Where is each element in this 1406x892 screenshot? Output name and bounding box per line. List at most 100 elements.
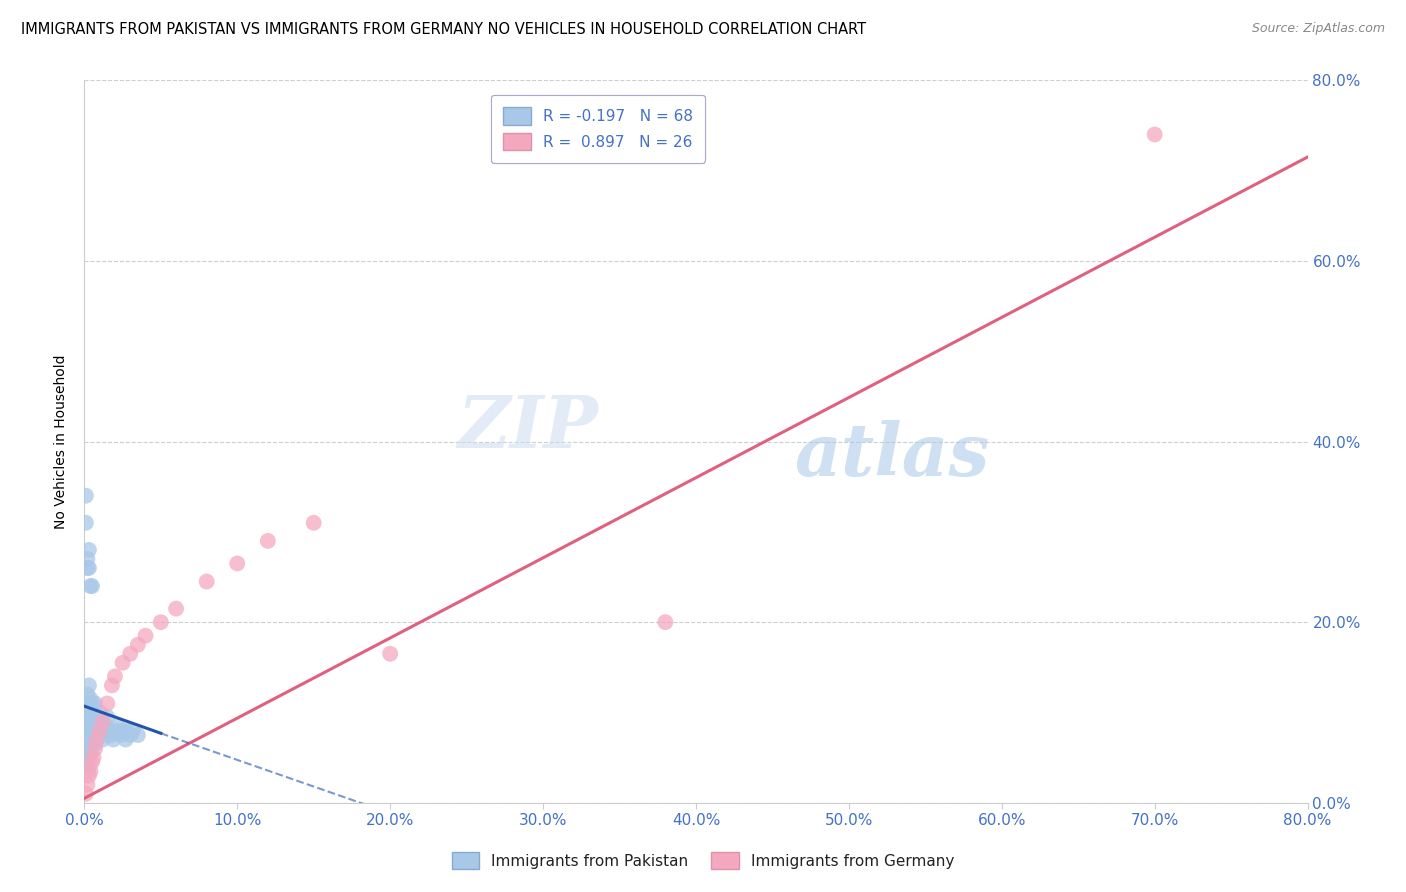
Point (75, 787, 97, 801)
Point (165, 601, 187, 615)
Point (75, 732, 97, 747)
Point (79, 732, 101, 747)
Point (83, 719, 105, 733)
Point (91, 714, 114, 729)
Text: atlas: atlas (794, 420, 988, 491)
Point (77, 542, 100, 557)
Point (89, 728, 111, 742)
Point (87, 728, 110, 742)
Point (89, 723, 111, 738)
Point (76, 778, 98, 792)
Point (77, 697, 100, 711)
Point (91, 714, 114, 729)
Point (75, 750, 97, 764)
Point (120, 728, 142, 742)
Point (127, 728, 149, 742)
Point (107, 719, 129, 733)
Point (79, 706, 101, 720)
Point (75, 741, 97, 756)
Point (77, 760, 100, 774)
Point (97, 723, 120, 738)
Point (80, 755, 103, 769)
Point (101, 728, 124, 742)
Point (86, 732, 108, 747)
Point (84, 741, 107, 756)
Text: IMMIGRANTS FROM PAKISTAN VS IMMIGRANTS FROM GERMANY NO VEHICLES IN HOUSEHOLD COR: IMMIGRANTS FROM PAKISTAN VS IMMIGRANTS F… (21, 22, 866, 37)
Point (76, 728, 98, 742)
Point (84, 719, 107, 733)
Point (76, 561, 98, 575)
Point (80, 579, 103, 593)
Point (76, 552, 98, 566)
Point (77, 714, 100, 729)
Point (79, 764, 101, 779)
Point (80, 723, 103, 738)
Point (89, 706, 111, 720)
Point (76, 755, 98, 769)
Text: Source: ZipAtlas.com: Source: ZipAtlas.com (1251, 22, 1385, 36)
Y-axis label: No Vehicles in Household: No Vehicles in Household (55, 354, 69, 529)
Point (76, 737, 98, 751)
Point (93, 723, 115, 738)
Point (654, 615, 676, 630)
Text: ZIP: ZIP (457, 392, 598, 463)
Point (226, 557, 249, 571)
Point (101, 678, 124, 692)
Point (75, 489, 97, 503)
Legend: Immigrants from Pakistan, Immigrants from Germany: Immigrants from Pakistan, Immigrants fro… (446, 846, 960, 875)
Point (75, 516, 97, 530)
Point (195, 574, 218, 589)
Point (127, 638, 149, 652)
Point (80, 697, 103, 711)
Point (76, 714, 98, 729)
Point (83, 750, 105, 764)
Point (91, 732, 114, 747)
Legend: R = -0.197   N = 68, R =  0.897   N = 26: R = -0.197 N = 68, R = 0.897 N = 26 (491, 95, 706, 162)
Point (84, 737, 107, 751)
Point (76, 687, 98, 701)
Point (79, 746, 101, 760)
Point (76, 723, 98, 738)
Point (96, 710, 118, 724)
Point (114, 732, 136, 747)
Point (111, 723, 134, 738)
Point (77, 737, 100, 751)
Point (77, 723, 100, 738)
Point (104, 669, 127, 683)
Point (96, 728, 118, 742)
Point (79, 579, 101, 593)
Point (87, 710, 110, 724)
Point (94, 719, 117, 733)
Point (76, 706, 98, 720)
Point (302, 516, 325, 530)
Point (1143, 128, 1166, 142)
Point (75, 706, 97, 720)
Point (77, 769, 100, 783)
Point (86, 732, 108, 747)
Point (86, 714, 108, 729)
Point (120, 647, 142, 661)
Point (75, 723, 97, 738)
Point (83, 706, 105, 720)
Point (90, 719, 112, 733)
Point (80, 710, 103, 724)
Point (76, 746, 98, 760)
Point (380, 647, 402, 661)
Point (83, 732, 105, 747)
Point (115, 723, 138, 738)
Point (77, 678, 100, 692)
Point (149, 615, 172, 630)
Point (122, 723, 145, 738)
Point (80, 737, 103, 751)
Point (79, 719, 101, 733)
Point (110, 728, 132, 742)
Point (103, 732, 125, 747)
Point (77, 561, 100, 575)
Point (79, 692, 101, 706)
Point (104, 723, 127, 738)
Point (84, 697, 107, 711)
Point (111, 656, 134, 670)
Point (135, 629, 157, 643)
Point (96, 697, 118, 711)
Point (257, 533, 280, 548)
